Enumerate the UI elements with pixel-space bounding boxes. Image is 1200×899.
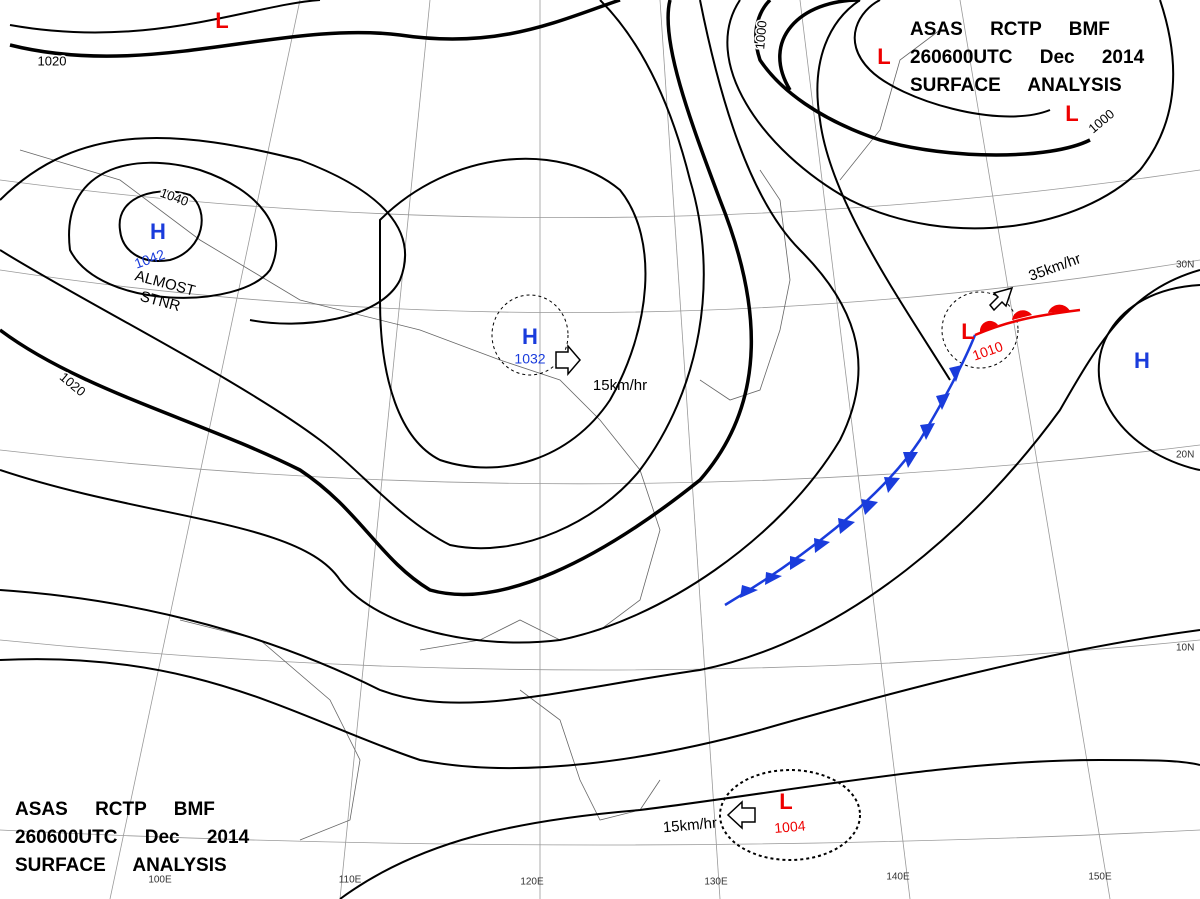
pressure-circles — [491, 291, 1019, 861]
header-line: 260600UTC Dec 2014 — [910, 47, 1145, 68]
warm-front — [974, 304, 1081, 337]
longitude-label: 130E — [704, 877, 728, 888]
footer-line: 260600UTC Dec 2014 — [15, 827, 250, 848]
isobar-label: 1000 — [752, 20, 769, 50]
coastline — [19, 29, 941, 841]
longitude-label: 120E — [520, 877, 544, 888]
latitude-label: 20N — [1176, 450, 1194, 461]
longitude-label: 100E — [148, 875, 172, 886]
high-pressure: H — [150, 219, 166, 244]
header-line: ASAS RCTP BMF — [910, 19, 1110, 40]
isobar-label: 1020 — [38, 53, 67, 68]
pressure-value: 1032 — [514, 351, 545, 367]
latitude-label: 30N — [1176, 260, 1194, 271]
cold-front — [724, 334, 977, 607]
low-pressure: L — [961, 319, 974, 344]
latitude-label: 10N — [1176, 643, 1194, 654]
low-pressure: L — [877, 44, 890, 69]
movement-arrows — [555, 286, 1014, 830]
longitude-label: 110E — [339, 875, 362, 886]
header-line: SURFACE ANALYSIS — [910, 75, 1122, 96]
low-pressure: L — [215, 8, 228, 33]
longitude-label: 150E — [1088, 872, 1112, 883]
footer-line: SURFACE ANALYSIS — [15, 855, 227, 876]
movement-speed: 15km/hr — [662, 815, 717, 837]
high-pressure: H — [1134, 348, 1150, 373]
high-pressure: H — [522, 324, 538, 349]
movement-speed: 15km/hr — [593, 377, 647, 394]
low-pressure: L — [779, 789, 792, 814]
low-pressure: L — [1065, 101, 1078, 126]
pressure-value: 1004 — [774, 817, 807, 836]
longitude-label: 140E — [886, 872, 910, 883]
footer-line: ASAS RCTP BMF — [15, 799, 215, 820]
